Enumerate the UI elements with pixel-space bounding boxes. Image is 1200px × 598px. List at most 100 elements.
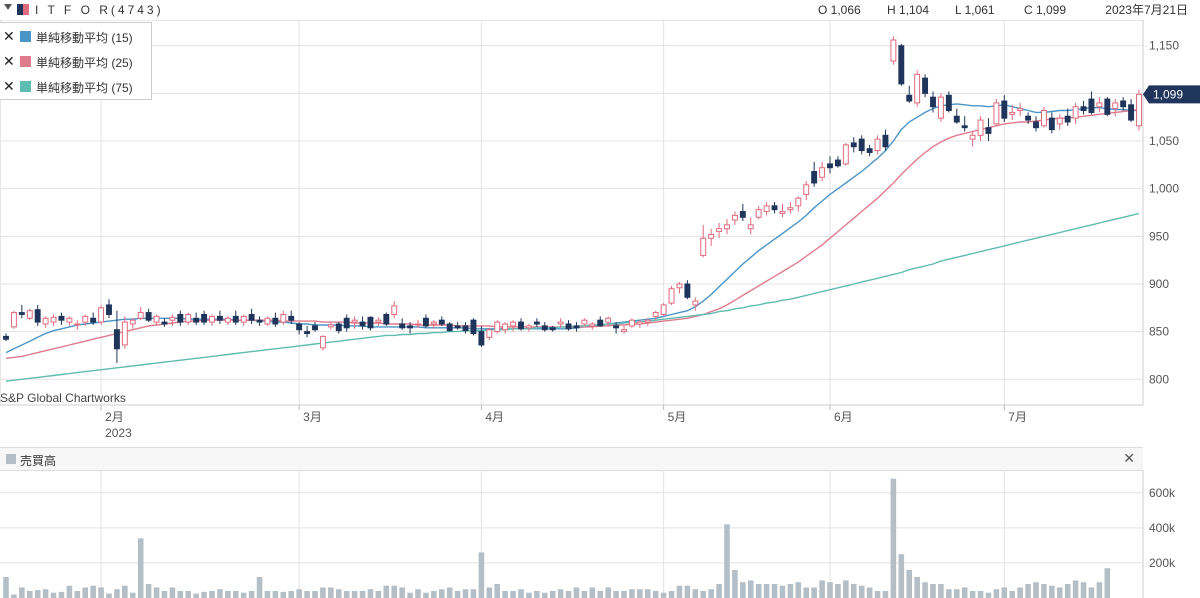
volume-bar: [359, 590, 366, 598]
candle-body: [407, 325, 414, 329]
volume-bar: [90, 585, 96, 598]
candle-body: [34, 309, 41, 323]
low-price: L 1,061: [955, 3, 995, 17]
candle-body: [201, 313, 208, 323]
volume-bar: [42, 589, 49, 598]
volume-bar: [557, 589, 564, 598]
close-icon[interactable]: ✕: [3, 53, 15, 69]
candle: [1128, 99, 1135, 122]
volume-bar: [19, 587, 25, 598]
close-icon[interactable]: ✕: [1123, 450, 1135, 466]
candle: [1112, 99, 1119, 117]
volume-bar: [882, 590, 889, 598]
candle-body: [827, 163, 833, 169]
legend-item-ma25: ✕ 単純移動平均 (25): [0, 52, 150, 70]
candle-body: [850, 142, 857, 148]
volume-chart[interactable]: 600k 400k 200k: [0, 470, 1200, 598]
candle: [819, 161, 826, 182]
candle: [644, 318, 651, 326]
candle-body: [272, 317, 279, 325]
candle-body: [1072, 106, 1079, 119]
candle: [430, 320, 437, 329]
candle: [605, 316, 612, 326]
candle: [945, 91, 952, 113]
volume-gridlines: [0, 470, 1144, 598]
legend-item-ma75: ✕ 単純移動平均 (75): [0, 77, 150, 95]
candle: [1096, 97, 1103, 113]
candle-body: [874, 138, 881, 152]
price-tick-label: 900: [1149, 277, 1169, 291]
volume-bar: [637, 589, 643, 598]
candle-body: [890, 39, 897, 62]
chevron-down-icon[interactable]: [4, 4, 12, 10]
legend-swatch: [20, 31, 31, 42]
candle: [10, 310, 17, 329]
volume-bar: [478, 552, 485, 598]
volume-tick-label: 200k: [1149, 556, 1176, 570]
close-icon[interactable]: ✕: [3, 78, 15, 94]
candle-body: [248, 313, 255, 321]
candle: [1025, 112, 1032, 124]
candle: [858, 135, 865, 155]
candle: [312, 322, 318, 332]
volume-bar: [652, 590, 659, 598]
date-year-label: 2023: [105, 426, 132, 440]
volume-bar: [835, 583, 841, 598]
volume-bar: [272, 590, 279, 598]
volume-bar: [320, 587, 326, 598]
candle: [953, 108, 960, 124]
candle: [66, 316, 73, 326]
volume-bar: [518, 589, 524, 598]
candle: [90, 312, 97, 325]
volume-bar: [98, 587, 104, 598]
volume-bar: [1041, 583, 1047, 598]
volume-bar: [351, 590, 358, 598]
candle: [1001, 95, 1008, 122]
candle: [462, 322, 469, 334]
volume-bar: [74, 590, 81, 598]
watermark: S&P Global Chartworks: [0, 391, 126, 405]
candle-body: [399, 323, 406, 329]
candle: [240, 314, 247, 326]
candle: [494, 320, 501, 334]
candle-body: [383, 313, 390, 325]
candle: [1072, 102, 1079, 124]
price-tick-label: 950: [1149, 229, 1169, 243]
candle-body: [502, 323, 509, 331]
candle: [1080, 101, 1087, 115]
volume-bar: [708, 589, 714, 598]
volume-bar: [1049, 585, 1055, 598]
candle-body: [1096, 102, 1103, 108]
volume-bar: [201, 591, 207, 598]
open-price: O 1,066: [818, 3, 861, 17]
volume-bar: [415, 589, 421, 598]
candle: [42, 316, 49, 328]
candle-body: [256, 319, 263, 323]
candle: [272, 312, 279, 327]
candle: [636, 320, 643, 328]
volume-bar: [803, 587, 810, 598]
candle: [224, 316, 231, 325]
volume-bar: [930, 583, 936, 598]
date-tick-label: 6月: [834, 410, 853, 424]
volume-bar: [843, 580, 849, 598]
candle-body: [763, 205, 770, 213]
candle: [304, 325, 311, 338]
volume-bar: [1096, 582, 1103, 598]
volume-bar: [874, 590, 881, 598]
candle-body: [589, 323, 596, 327]
candle: [977, 116, 984, 142]
candle-body: [18, 312, 25, 315]
candle-body: [351, 319, 358, 323]
candle-body: [462, 325, 469, 332]
candle-body: [446, 323, 453, 332]
close-icon[interactable]: ✕: [3, 28, 15, 44]
high-price: H 1,104: [887, 3, 930, 17]
price-tick-label: 1,050: [1149, 134, 1179, 148]
candle-body: [169, 316, 176, 321]
candle: [82, 314, 89, 326]
candle: [415, 320, 421, 328]
volume-bar: [993, 589, 1000, 598]
candle-body: [906, 94, 913, 102]
